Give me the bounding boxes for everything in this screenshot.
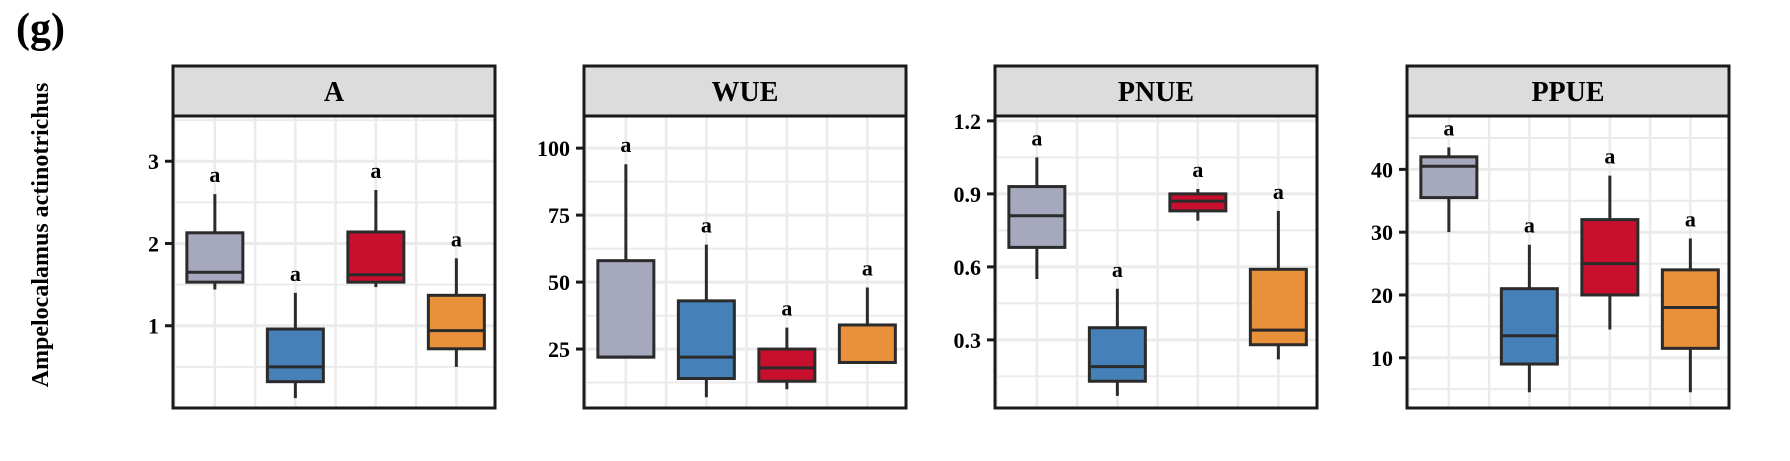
significance-label: a: [1031, 125, 1042, 150]
facet-title: WUE: [712, 77, 779, 108]
y-tick-label: 3: [148, 149, 159, 174]
facet-strip: [171, 64, 497, 118]
significance-label: a: [290, 261, 301, 286]
box: [596, 259, 656, 359]
y-tick-label: 0.6: [954, 255, 982, 280]
y-tick-label: 2: [148, 231, 159, 256]
box: [265, 327, 325, 384]
panel-ppue: a a a a PPUE 10 20 30 40: [1371, 64, 1731, 410]
y-tick-label: 40: [1371, 157, 1393, 182]
y-axis-label: Ampelocalamus actinotrichus: [28, 83, 54, 388]
y-tick-label: 0.9: [954, 182, 982, 207]
box: [1248, 267, 1308, 347]
box: [1087, 326, 1147, 383]
y-tick-label: 30: [1371, 220, 1393, 245]
significance-label: a: [1604, 144, 1615, 169]
facet-strip: [1405, 64, 1731, 118]
panel-pnue: a a a a PNUE 0.3 0.6 0.9 1.2: [954, 64, 1319, 410]
significance-label: a: [1273, 179, 1284, 204]
significance-label: a: [451, 226, 462, 251]
panels-group: a a a a A 1 2 3 a a a a WUE 25 50 75 100 a a a a PNUE 0.3 0.6 0.…: [148, 64, 1731, 410]
plot-background: [995, 116, 1317, 408]
box: [837, 323, 897, 364]
box: [185, 231, 245, 284]
box: [426, 293, 486, 351]
significance-label: a: [1524, 213, 1535, 238]
significance-label: a: [1443, 115, 1454, 140]
significance-label: a: [209, 162, 220, 187]
significance-label: a: [701, 213, 712, 238]
box: [757, 347, 817, 383]
significance-label: a: [1192, 157, 1203, 182]
y-tick-label: 75: [548, 203, 570, 228]
significance-label: a: [781, 296, 792, 321]
significance-label: a: [862, 255, 873, 280]
y-tick-label: 1.2: [954, 109, 982, 134]
y-tick-label: 100: [537, 136, 570, 161]
facet-strip: [582, 64, 908, 118]
y-tick-label: 0.3: [954, 328, 982, 353]
significance-label: a: [620, 132, 631, 157]
box: [1419, 155, 1479, 200]
box: [1580, 218, 1640, 297]
y-tick-label: 20: [1371, 283, 1393, 308]
y-tick-label: 10: [1371, 346, 1393, 371]
box: [1660, 268, 1720, 350]
box: [676, 299, 736, 381]
y-tick-label: 50: [548, 270, 570, 295]
significance-label: a: [1112, 257, 1123, 282]
box: [1499, 287, 1559, 366]
significance-label: a: [370, 158, 381, 183]
y-tick-label: 25: [548, 337, 570, 362]
panel-letter: (g): [16, 6, 65, 52]
facet-title: PPUE: [1531, 77, 1604, 108]
y-tick-label: 1: [148, 314, 159, 339]
significance-label: a: [1685, 206, 1696, 231]
panel-wue: a a a a WUE 25 50 75 100: [537, 64, 908, 410]
facet-title: A: [324, 77, 345, 108]
panel-a: a a a a A 1 2 3: [148, 64, 497, 410]
facet-title: PNUE: [1118, 77, 1194, 108]
facet-strip: [993, 64, 1319, 118]
